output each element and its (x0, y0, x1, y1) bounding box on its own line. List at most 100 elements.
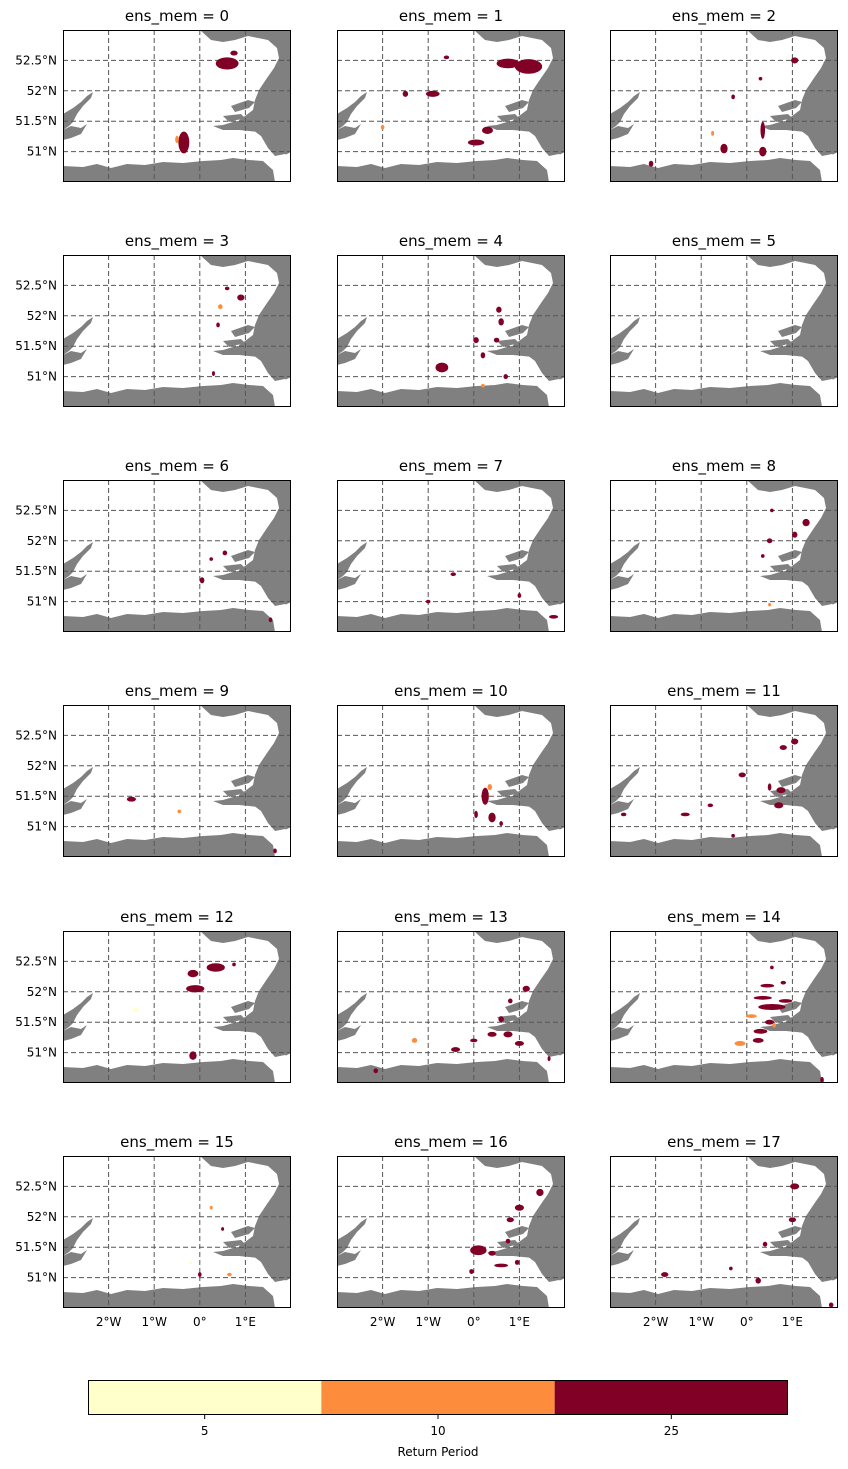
land-background (337, 255, 565, 407)
return-period-patch (498, 318, 504, 326)
return-period-patch (707, 803, 714, 808)
map-panel: ens_mem = 12 52.5°N 52°N 51.5°N 51°N (15, 908, 291, 1083)
lat-tick-label: 52.5°N (15, 728, 57, 742)
return-period-patch (514, 59, 543, 74)
panel-frame (63, 1156, 291, 1308)
return-period-patch (487, 784, 493, 791)
lon-tick-label: 1°W (415, 1315, 441, 1329)
return-period-patch (473, 337, 479, 344)
return-period-patch (487, 1031, 497, 1037)
panel-title: ens_mem = 15 (120, 1133, 234, 1152)
panel-title: ens_mem = 4 (399, 232, 503, 251)
return-period-patch (211, 371, 215, 376)
return-period-patch (788, 1217, 797, 1223)
return-period-patch (505, 1238, 511, 1244)
return-period-patch (820, 1076, 824, 1083)
panel-title: ens_mem = 16 (394, 1133, 508, 1152)
return-period-patch (738, 772, 746, 778)
panel-title: ens_mem = 17 (667, 1133, 781, 1152)
return-period-patch (435, 362, 449, 373)
return-period-patch (206, 963, 225, 972)
panel-title: ens_mem = 6 (125, 457, 229, 476)
return-period-patch (536, 1188, 544, 1197)
return-period-patch (791, 738, 799, 745)
land-background (610, 480, 838, 632)
land-background (337, 30, 565, 182)
land-background (610, 255, 838, 407)
panel-title: ens_mem = 5 (672, 232, 776, 251)
return-period-patch (522, 985, 530, 992)
return-period-patch (237, 294, 245, 301)
return-period-patch (620, 812, 627, 817)
return-period-patch (499, 821, 503, 826)
panel-frame (63, 705, 291, 857)
colorbar-tick-label: 10 (430, 1424, 445, 1438)
lat-tick-label: 51.5°N (15, 1015, 57, 1029)
return-period-patch (230, 50, 238, 56)
panel-frame (63, 255, 291, 407)
return-period-patch (481, 383, 485, 388)
lat-tick-label: 52°N (27, 759, 57, 773)
panel-frame (610, 30, 838, 182)
return-period-patch (547, 1056, 551, 1062)
return-period-patch (380, 124, 385, 130)
lat-tick-label: 52°N (27, 985, 57, 999)
return-period-patch (680, 812, 690, 817)
return-period-patch (779, 745, 787, 750)
return-period-patch (224, 286, 230, 291)
panel-frame (63, 480, 291, 632)
return-period-patch (720, 143, 728, 154)
return-period-patch (178, 131, 190, 154)
map-panel: ens_mem = 9 52.5°N 52°N 51.5°N 51°N (15, 682, 291, 857)
lat-tick-label: 51.5°N (15, 789, 57, 803)
return-period-patch (470, 1245, 487, 1256)
panel-frame (610, 931, 838, 1083)
panel-title: ens_mem = 2 (672, 7, 776, 26)
return-period-patch (470, 1038, 478, 1043)
lat-tick-label: 52.5°N (15, 1179, 57, 1193)
land-background (337, 1156, 565, 1308)
return-period-patch (661, 1272, 669, 1277)
return-period-patch (828, 1302, 834, 1308)
lat-tick-label: 51.5°N (15, 1240, 57, 1254)
lon-tick-label: 0° (740, 1315, 754, 1329)
return-period-patch (126, 796, 136, 802)
map-panel: ens_mem = 7 (337, 457, 565, 632)
return-period-patch (759, 146, 767, 157)
panel-frame (337, 255, 565, 407)
return-period-patch (517, 593, 522, 598)
return-period-patch (189, 1051, 197, 1060)
lon-tick-label: 1°W (688, 1315, 714, 1329)
return-period-patch (765, 1019, 775, 1025)
land-background (610, 30, 838, 182)
return-period-patch (802, 518, 810, 527)
return-period-patch (498, 1016, 504, 1023)
return-period-patch (175, 135, 179, 144)
return-period-patch (481, 787, 489, 805)
panel-title: ens_mem = 8 (672, 457, 776, 476)
return-period-patch (469, 1269, 474, 1274)
land-background (610, 1156, 838, 1308)
return-period-patch (215, 57, 239, 70)
lat-tick-label: 52°N (27, 1210, 57, 1224)
lat-tick-label: 52°N (27, 84, 57, 98)
land-background (63, 30, 291, 182)
return-period-patch (760, 554, 765, 558)
return-period-patch (767, 783, 772, 791)
lat-tick-label: 51°N (27, 145, 57, 159)
land-background (610, 931, 838, 1083)
return-period-patch (402, 90, 409, 97)
return-period-patch (758, 1003, 786, 1011)
lat-tick-label: 51.5°N (15, 339, 57, 353)
panel-frame (63, 30, 291, 182)
return-period-patch (514, 1259, 520, 1265)
panel-title: ens_mem = 7 (399, 457, 503, 476)
map-panel: ens_mem = 8 (610, 457, 838, 632)
return-period-patch (731, 94, 735, 100)
lat-tick-label: 52.5°N (15, 53, 57, 67)
land-background (337, 705, 565, 857)
land-background (337, 931, 565, 1083)
return-period-patch (774, 802, 784, 809)
